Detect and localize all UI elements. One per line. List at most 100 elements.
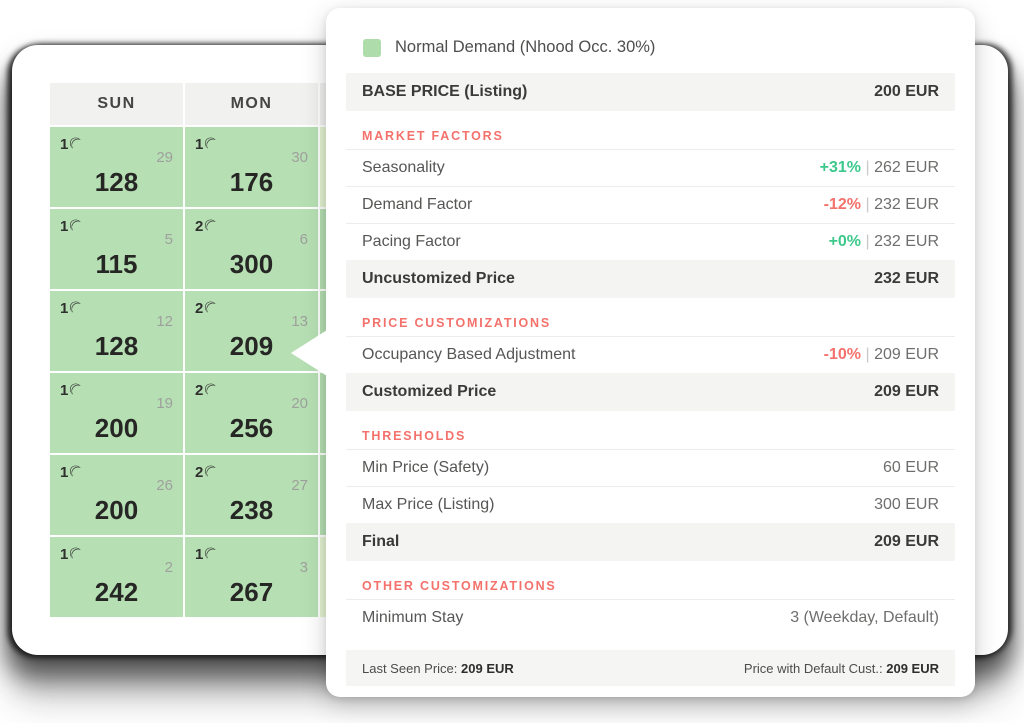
summary-label: Final <box>362 533 400 550</box>
moon-icon: ☾ <box>64 461 87 484</box>
moon-icon: ☾ <box>64 133 87 156</box>
popover-sections: MARKET FACTORS Seasonality +31% | 262 EUR D… <box>346 123 955 636</box>
day-price: 238 <box>229 495 274 525</box>
pipe-separator: | <box>861 159 875 176</box>
price-row-value: 60 EUR <box>883 459 939 477</box>
summary-label: Customized Price <box>362 383 497 400</box>
moon-icon: ☾ <box>199 379 222 402</box>
day-number: 30 <box>291 149 308 166</box>
price-row-label: Pacing Factor <box>362 233 461 250</box>
price-row-label: Minimum Stay <box>362 609 464 626</box>
calendar-day-cell[interactable]: 2☾ 27 238 <box>185 455 318 535</box>
price-row-value: 3 (Weekday, Default) <box>790 609 939 627</box>
day-price: 209 <box>229 331 274 361</box>
percent-value: -12% <box>823 196 862 213</box>
day-price: 115 <box>95 249 138 279</box>
price-row: Min Price (Safety) 60 EUR <box>346 449 955 486</box>
day-number: 2 <box>164 559 173 576</box>
price-breakdown-popover: Normal Demand (Nhood Occ. 30%) BASE PRIC… <box>291 8 975 697</box>
day-price: 256 <box>229 413 274 443</box>
min-stay-badge: 1☾ <box>60 379 87 402</box>
last-seen-price: Last Seen Price: 209 EUR <box>362 661 514 676</box>
summary-band: Customized Price 209 EUR <box>346 373 955 411</box>
calendar-day-cell[interactable]: 1☾ 5 115 <box>50 209 183 289</box>
value-text: 232 EUR <box>874 196 939 213</box>
price-row-value: -10% | 209 EUR <box>824 346 939 364</box>
default-cust-price: Price with Default Cust.: 209 EUR <box>744 661 939 676</box>
summary-band: Uncustomized Price 232 EUR <box>346 260 955 298</box>
day-number: 26 <box>156 477 173 494</box>
value-text: 209 EUR <box>874 346 939 363</box>
calendar-day-cell[interactable]: 1☾ 12 128 <box>50 291 183 371</box>
calendar-day-cell[interactable]: 2☾ 13 209 <box>185 291 318 371</box>
day-price: 242 <box>94 577 139 607</box>
price-row-label: Seasonality <box>362 159 445 176</box>
min-stay-badge: 1☾ <box>60 215 87 238</box>
percent-value: +31% <box>819 159 862 176</box>
summary-value: 209 EUR <box>874 383 939 400</box>
section-title: MARKET FACTORS <box>362 129 504 143</box>
demand-legend-label: Normal Demand (Nhood Occ. 30%) <box>395 38 656 56</box>
value-text: 60 EUR <box>882 459 939 476</box>
min-stay-badge: 1☾ <box>60 543 87 566</box>
moon-icon: ☾ <box>199 297 222 320</box>
day-number: 27 <box>291 477 308 494</box>
min-stay-badge: 1☾ <box>60 461 87 484</box>
day-price: 176 <box>229 167 274 197</box>
moon-icon: ☾ <box>64 215 87 238</box>
calendar-day-header: MON <box>185 83 318 125</box>
value-text: 300 EUR <box>874 496 939 513</box>
moon-icon: ☾ <box>199 215 222 238</box>
section-title: THRESHOLDS <box>362 429 467 443</box>
calendar-day-cell[interactable]: 1☾ 30 176 <box>185 127 318 207</box>
base-price-band: BASE PRICE (Listing) 200 EUR <box>346 73 955 111</box>
calendar-day-cell[interactable]: 2☾ 20 256 <box>185 373 318 453</box>
min-stay-badge: 2☾ <box>195 379 222 402</box>
section-title: PRICE CUSTOMIZATIONS <box>362 316 552 330</box>
value-text: 262 EUR <box>874 159 939 176</box>
price-row: Minimum Stay 3 (Weekday, Default) <box>346 599 955 636</box>
demand-swatch-icon <box>363 38 381 57</box>
price-row-label: Min Price (Safety) <box>362 459 490 476</box>
demand-legend: Normal Demand (Nhood Occ. 30%) <box>363 38 955 57</box>
calendar-day-cell[interactable]: 1☾ 2 242 <box>50 537 183 617</box>
day-price: 200 <box>94 413 139 443</box>
calendar-day-cell[interactable]: 1☾ 3 267 <box>185 537 318 617</box>
base-price-label: BASE PRICE (Listing) <box>362 83 528 100</box>
day-price: 300 <box>229 249 274 279</box>
min-stay-badge: 2☾ <box>195 297 222 320</box>
price-row: Occupancy Based Adjustment -10% | 209 EUR <box>346 336 955 373</box>
summary-band: Final 209 EUR <box>346 523 955 561</box>
summary-label: Uncustomized Price <box>362 270 515 287</box>
day-number: 19 <box>156 395 173 412</box>
price-row-value: -12% | 232 EUR <box>824 196 939 214</box>
price-row-value: +31% | 262 EUR <box>820 159 939 177</box>
price-row-label: Occupancy Based Adjustment <box>362 346 576 363</box>
day-number: 29 <box>156 149 173 166</box>
price-row: Demand Factor -12% | 232 EUR <box>346 186 955 223</box>
section-title: OTHER CUSTOMIZATIONS <box>362 579 557 593</box>
day-price: 200 <box>94 495 139 525</box>
last-seen-price-value: 209 EUR <box>461 660 514 676</box>
calendar-day-cell[interactable]: 1☾ 26 200 <box>50 455 183 535</box>
moon-icon: ☾ <box>64 379 87 402</box>
calendar-day-cell[interactable]: 2☾ 6 300 <box>185 209 318 289</box>
min-stay-badge: 1☾ <box>60 133 87 156</box>
day-number: 13 <box>291 313 308 330</box>
price-row-value: +0% | 232 EUR <box>829 233 939 251</box>
calendar-day-cell[interactable]: 1☾ 19 200 <box>50 373 183 453</box>
min-stay-badge: 2☾ <box>195 215 222 238</box>
min-stay-badge: 1☾ <box>195 543 222 566</box>
day-price: 128 <box>94 167 139 197</box>
day-number: 5 <box>164 231 173 248</box>
min-stay-badge: 2☾ <box>195 461 222 484</box>
calendar-day-cell[interactable]: 1☾ 29 128 <box>50 127 183 207</box>
price-row-value: 300 EUR <box>874 496 939 514</box>
summary-value: 209 EUR <box>874 533 939 550</box>
day-number: 3 <box>299 559 308 576</box>
day-price: 267 <box>229 577 274 607</box>
popover-footer: Last Seen Price: 209 EUR Price with Defa… <box>346 650 955 686</box>
value-text: 232 EUR <box>874 233 939 250</box>
calendar-day-header: SUN <box>50 83 183 125</box>
price-row: Seasonality +31% | 262 EUR <box>346 149 955 186</box>
